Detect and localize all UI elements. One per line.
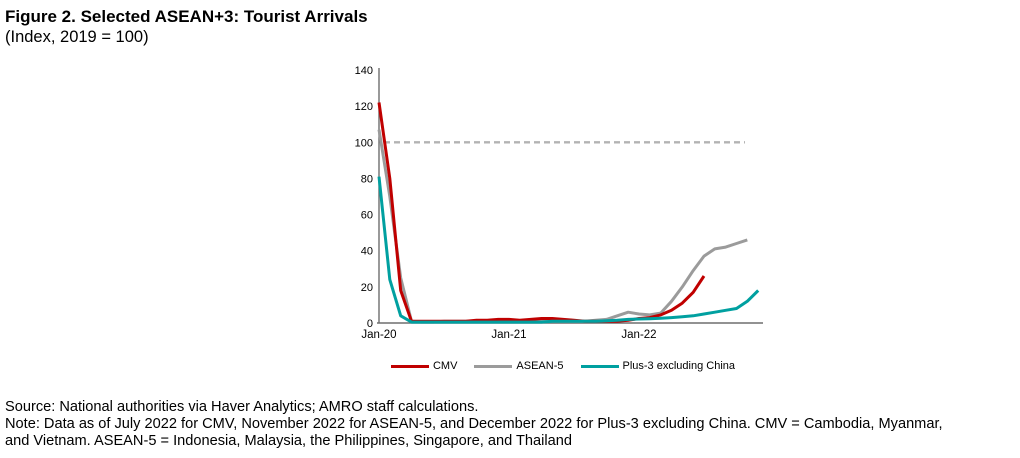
legend-line-swatch: [390, 364, 429, 368]
legend-label: ASEAN-5: [516, 360, 564, 372]
figure-header: Figure 2. Selected ASEAN+3: Tourist Arri…: [5, 6, 368, 48]
page-title: Figure 2. Selected ASEAN+3: Tourist Arri…: [5, 7, 368, 26]
y-tick-label: 20: [361, 282, 373, 294]
legend-item-cmv: CMV: [390, 360, 458, 372]
x-tick-label: Jan-22: [621, 329, 656, 341]
figure-footer: Source: National authorities via Haver A…: [5, 399, 950, 450]
line-plus-3-excluding-china: [377, 176, 760, 324]
chart-canvas: 0 20 40 60 80 100 120 140 Jan-20 Jan-21 Jan-22: [355, 65, 763, 341]
legend-item-plus-3-excluding-china: Plus-3 excluding China: [580, 360, 736, 372]
legend-label: Plus-3 excluding China: [622, 360, 736, 372]
y-tick-label: 80: [361, 173, 373, 185]
tourist-arrivals-chart: 0 20 40 60 80 100 120 140 Jan-20 Jan-21 Jan-22 CMV…: [339, 62, 779, 372]
x-tick-label: Jan-20: [361, 329, 396, 341]
y-tick-label: 140: [355, 65, 373, 77]
x-tick-label: Jan-21: [491, 329, 526, 341]
chart-legend: CMV ASEAN-5 Plus-3 excluding China: [339, 360, 779, 372]
page-subtitle: (Index, 2019 = 100): [5, 28, 149, 46]
legend-line-swatch: [474, 364, 513, 368]
y-tick-label: 120: [355, 101, 373, 113]
line-cmv: [377, 102, 706, 323]
legend-line-swatch: [580, 364, 619, 368]
y-tick-label: 0: [367, 318, 373, 330]
y-tick-label: 100: [355, 137, 373, 149]
y-tick-label: 40: [361, 246, 373, 258]
y-tick-label: 60: [361, 210, 373, 222]
source-note: Source: National authorities via Haver A…: [5, 399, 479, 415]
data-note: Note: Data as of July 2022 for CMV, Nove…: [5, 416, 943, 449]
legend-item-asean-5: ASEAN-5: [474, 360, 564, 372]
legend-label: CMV: [432, 360, 458, 372]
